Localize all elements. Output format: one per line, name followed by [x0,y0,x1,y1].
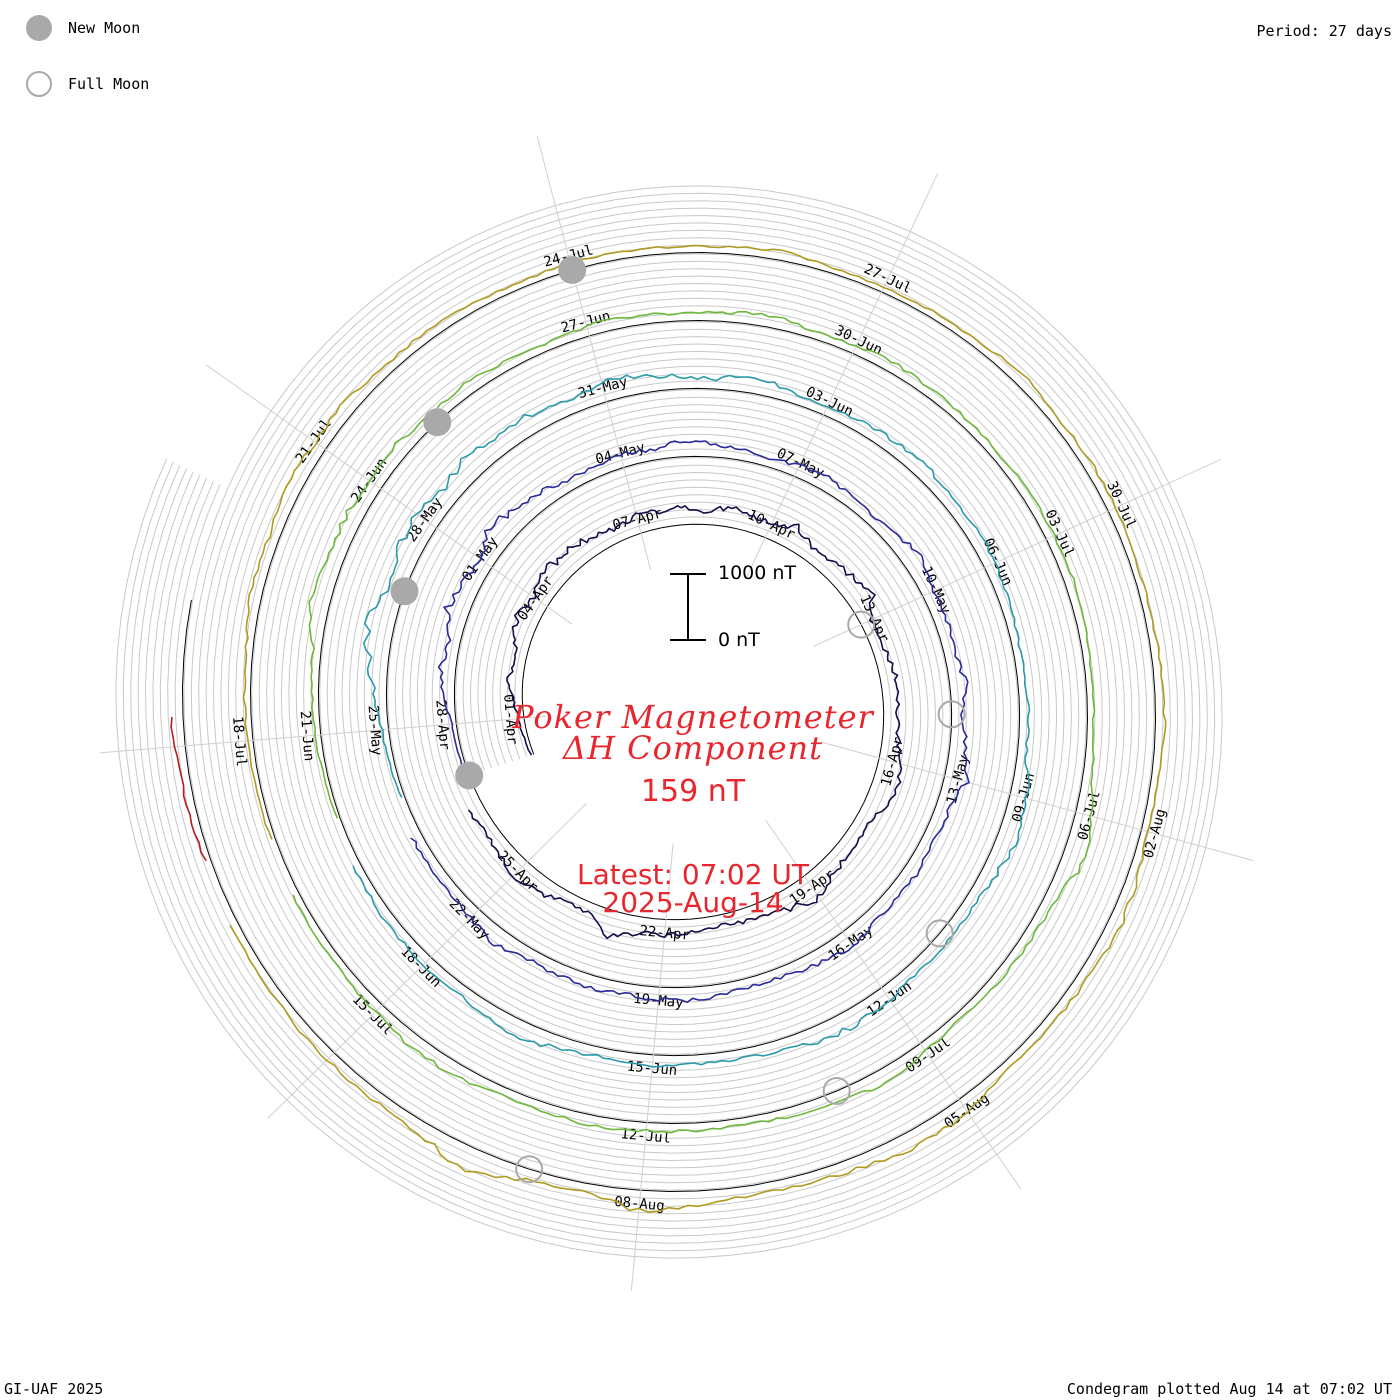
scale-ring [152,222,1186,1222]
scale-ring [137,207,1201,1237]
date-tick-label: 18-Jul [229,716,249,768]
full-moon-marker [515,1155,544,1184]
ring-grid [115,185,1223,1259]
full-moon-marker [937,700,966,729]
chart-title-line1: Poker Magnetometer [512,698,874,736]
new-moon-icon [26,15,52,41]
scale-bar [670,573,706,641]
latest-time: Latest: 07:02 UT [576,858,810,891]
moon-markers [390,256,966,1184]
day-spoke [205,364,573,625]
new-moon-label: New Moon [68,19,141,37]
scale-ring [122,192,1216,1252]
new-moon-marker [390,577,419,606]
series-line [352,373,1031,1068]
day-spoke [765,819,1022,1190]
data-series [170,244,1167,1213]
full-moon-marker [822,1077,851,1105]
date-tick-label: 03-Jul [1041,507,1077,560]
date-tick-label: 06-Jun [980,536,1016,589]
scale-top-label: 1000 nT [718,562,797,584]
new-moon-marker [558,256,587,284]
scale-ring [159,229,1179,1215]
full-moon-marker [925,919,954,948]
period-label: Period: 27 days [1256,22,1392,40]
day-spoke [536,135,652,570]
series-line [229,244,1167,1213]
new-moon-marker [423,408,452,437]
legend-full-moon: Full Moon [26,68,149,100]
chart-title-line2: ΔH Component [562,729,824,767]
scale-ring [167,237,1171,1207]
scale-ring [130,200,1208,1244]
full-moon-label: Full Moon [68,75,150,93]
series-line [410,440,970,1004]
baseline-spiral [181,251,1157,1193]
credit-label: GI-UAF 2025 [4,1380,104,1398]
day-spoke [745,172,939,579]
day-spoke [820,741,1254,862]
day-spoke [630,844,674,1291]
date-tick-label: 15-Jun [626,1058,678,1079]
series-line [467,505,903,940]
scale-ring [144,214,1194,1230]
series-line [170,716,207,862]
latest-date: 2025-Aug-14 [602,886,784,919]
date-tick-label: 27-Jul [861,261,914,297]
new-moon-marker [455,761,484,790]
date-tick-label: 21-Jun [297,710,317,762]
date-tick-label: 22-Apr [639,923,691,944]
day-spokes [99,135,1254,1291]
scale-bottom-label: 0 nT [718,629,760,651]
full-moon-marker [847,610,876,639]
date-tick-label: 12-Jun [864,978,915,1020]
series-line [292,310,1096,1134]
current-value: 159 nT [640,774,746,809]
date-tick-label: 28-May [404,495,446,546]
legend-new-moon: New Moon [26,12,140,44]
date-tick-label: 01-Apr [500,694,520,746]
day-spoke [267,803,587,1119]
scale-ring [115,185,1223,1259]
full-moon-icon [26,71,52,97]
plotted-note: Condegram plotted Aug 14 at 07:02 UT [1066,1380,1392,1398]
day-spoke [813,458,1221,648]
date-tick-label: 30-Jul [1103,479,1139,532]
date-tick-label: 10-May [918,564,954,617]
